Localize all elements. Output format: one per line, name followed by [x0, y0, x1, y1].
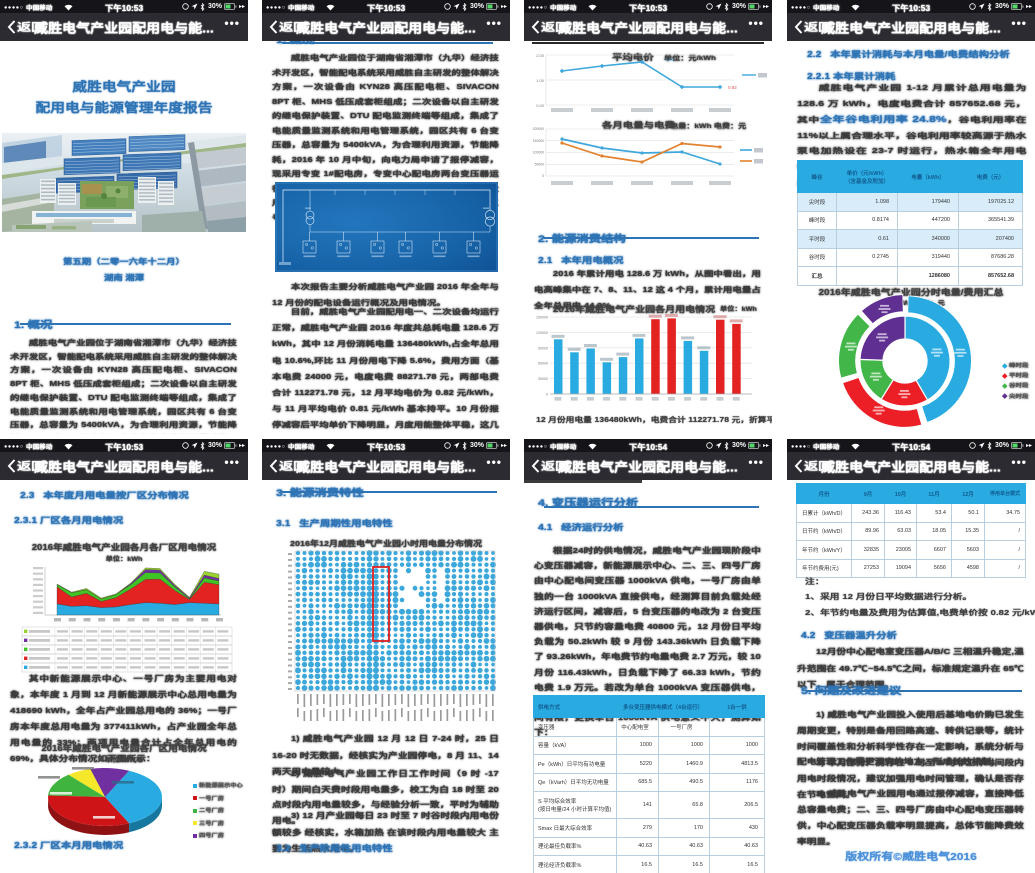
svg-text:200000: 200000 — [533, 127, 544, 131]
svg-text:1.44: 1.44 — [665, 57, 674, 62]
svg-text:0: 0 — [546, 393, 548, 397]
svg-text:0.82: 0.82 — [728, 85, 737, 90]
svg-text:90000: 90000 — [538, 346, 548, 350]
svg-text:0: 0 — [542, 174, 544, 178]
svg-text:120000: 120000 — [536, 331, 548, 335]
svg-text:30000: 30000 — [538, 377, 548, 381]
svg-text:0.00: 0.00 — [536, 103, 545, 108]
svg-text:100000: 100000 — [533, 151, 544, 155]
svg-text:150000: 150000 — [536, 316, 548, 320]
svg-text:1.00: 1.00 — [536, 78, 545, 83]
svg-text:2.00: 2.00 — [536, 53, 545, 58]
svg-text:150000: 150000 — [533, 139, 544, 143]
svg-text:50000: 50000 — [535, 162, 545, 166]
svg-text:60000: 60000 — [538, 362, 548, 366]
